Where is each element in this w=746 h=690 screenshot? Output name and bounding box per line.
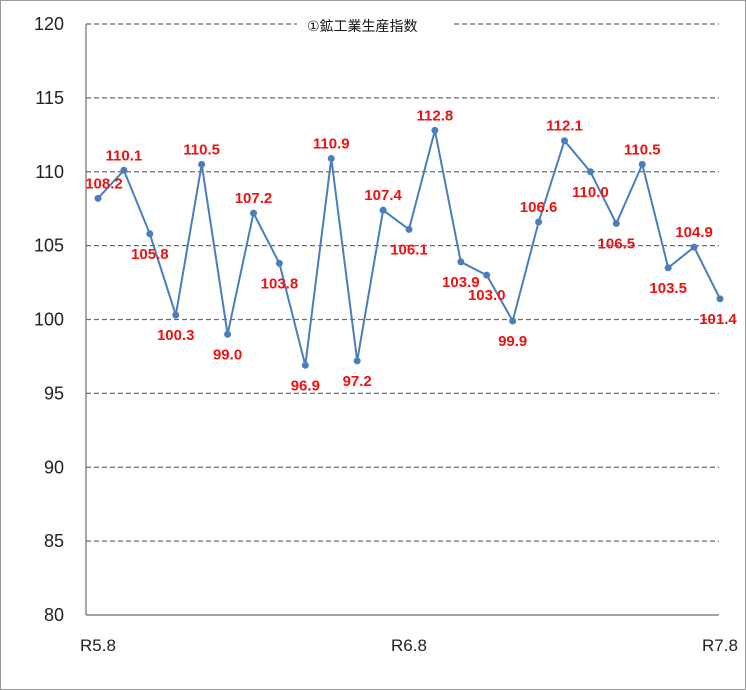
data-point (224, 330, 232, 338)
data-point (172, 311, 180, 319)
data-label: 105.8 (131, 246, 169, 263)
data-label: 99.0 (213, 346, 242, 363)
y-tick-label: 105 (34, 236, 64, 256)
data-label: 110.5 (183, 141, 220, 158)
data-point (198, 160, 206, 168)
data-point (561, 137, 568, 145)
y-tick-label: 100 (34, 310, 64, 330)
data-label: 107.4 (364, 187, 402, 204)
data-point (535, 218, 543, 226)
data-point (586, 168, 594, 176)
data-point (664, 264, 672, 272)
data-point (638, 160, 646, 168)
data-point (431, 126, 439, 134)
data-label: 103.9 (442, 274, 480, 291)
data-label: 103.5 (649, 280, 687, 297)
y-tick-label: 80 (44, 605, 64, 625)
y-tick-label: 85 (44, 531, 64, 551)
data-label: 112.8 (417, 107, 454, 124)
y-tick-label: 115 (35, 88, 64, 108)
data-point (120, 166, 128, 174)
data-point (146, 230, 154, 238)
data-label: 110.0 (572, 184, 609, 201)
data-point (509, 317, 517, 325)
y-tick-label: 95 (44, 383, 64, 403)
data-label: 99.9 (498, 333, 527, 350)
data-label: 103.0 (468, 287, 506, 304)
y-tick-label: 90 (44, 457, 64, 477)
data-label: 104.9 (675, 224, 713, 241)
data-label: 107.2 (235, 190, 273, 207)
data-label: 106.5 (598, 235, 636, 252)
data-point (301, 361, 309, 369)
data-point (457, 258, 465, 266)
data-label: 106.1 (390, 241, 428, 258)
x-tick-label: R6.8 (391, 636, 427, 655)
data-label: 110.1 (106, 147, 143, 164)
data-label: 103.8 (261, 275, 299, 292)
data-point (379, 206, 387, 214)
data-point (327, 154, 335, 162)
data-point (353, 357, 361, 365)
data-label: 112.1 (546, 118, 583, 135)
x-tick-label: R5.8 (80, 636, 116, 655)
data-point (94, 194, 102, 202)
chart-title: ①鉱工業生産指数 (297, 6, 451, 46)
data-label: 110.5 (624, 141, 661, 158)
y-tick-label: 110 (35, 162, 64, 182)
data-point (405, 225, 413, 233)
data-label: 101.4 (699, 311, 737, 328)
data-point (275, 259, 283, 267)
data-label: 96.9 (291, 377, 320, 394)
data-label: 108.2 (85, 175, 123, 192)
data-label: 100.3 (157, 327, 195, 344)
data-point (690, 243, 698, 251)
data-point (250, 209, 257, 217)
x-tick-label: R7.8 (702, 636, 738, 655)
data-label: 106.6 (520, 199, 558, 216)
y-tick-label: 120 (34, 14, 64, 34)
data-point (612, 219, 620, 227)
data-point (483, 271, 491, 279)
data-point (716, 295, 724, 303)
data-label: 110.9 (313, 135, 350, 152)
data-label: 97.2 (343, 373, 372, 390)
